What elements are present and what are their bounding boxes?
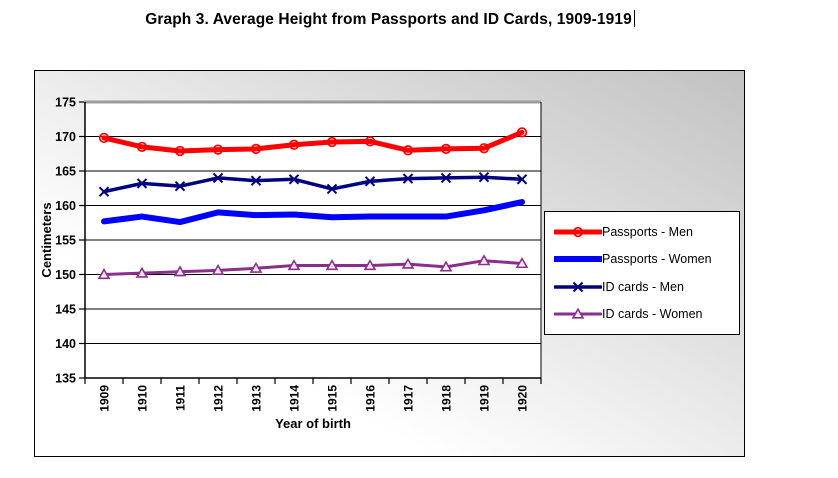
legend-item-passports-women[interactable]: Passports - Women bbox=[554, 251, 739, 267]
series-line-id-cards-women bbox=[102, 259, 524, 276]
circle-marker bbox=[136, 141, 148, 152]
circle-marker bbox=[402, 145, 414, 156]
triangle-marker bbox=[97, 268, 111, 280]
y-axis-title: Centimeters bbox=[39, 202, 54, 277]
x-marker bbox=[326, 183, 338, 195]
legend-swatch-id-cards-men bbox=[554, 281, 602, 292]
chart-title[interactable]: Graph 3. Average Height from Passports a… bbox=[0, 10, 780, 29]
triangle-marker bbox=[515, 257, 529, 269]
triangle-marker bbox=[249, 261, 263, 273]
circle-marker bbox=[326, 136, 338, 148]
triangle-marker bbox=[173, 265, 187, 277]
y-tick-label: 175 bbox=[55, 96, 76, 110]
triangle-marker bbox=[135, 266, 149, 278]
x-tick-label: 1917 bbox=[402, 385, 416, 412]
legend-label: Passports - Men bbox=[602, 224, 694, 239]
legend-swatch-passports-women bbox=[554, 256, 602, 263]
circle-marker bbox=[98, 132, 110, 144]
x-tick-label: 1913 bbox=[250, 385, 264, 412]
circle-marker bbox=[288, 139, 300, 150]
x-tick-label: 1909 bbox=[98, 385, 112, 412]
x-marker bbox=[440, 172, 452, 184]
series-passports-men bbox=[98, 127, 528, 157]
circle-marker bbox=[364, 136, 376, 147]
series-line-id-cards-men bbox=[102, 175, 524, 194]
x-tick-label: 1911 bbox=[174, 385, 188, 411]
y-tick-label: 165 bbox=[55, 165, 76, 179]
x-marker bbox=[212, 172, 224, 184]
x-marker bbox=[288, 174, 300, 185]
x-marker bbox=[402, 173, 414, 184]
y-tick-label: 135 bbox=[55, 372, 76, 386]
circle-marker bbox=[440, 143, 452, 155]
series-id-cards-men bbox=[98, 172, 528, 197]
x-tick-label: 1912 bbox=[212, 385, 226, 412]
circle-marker bbox=[516, 127, 528, 138]
series-id-cards-women bbox=[97, 254, 529, 280]
legend-item-passports-men[interactable]: Passports - Men bbox=[554, 224, 739, 240]
chart-title-text: Graph 3. Average Height from Passports a… bbox=[145, 11, 632, 28]
x-tick-label: 1910 bbox=[136, 385, 150, 412]
circle-marker bbox=[572, 226, 584, 237]
x-marker bbox=[572, 281, 584, 292]
chart-object[interactable]: 135 140 145 150 155 160 165 170 175 1909 1910 1911 1… bbox=[34, 70, 745, 457]
triangle-marker bbox=[363, 259, 377, 271]
triangle-marker bbox=[325, 259, 339, 271]
y-tick-label: 145 bbox=[55, 303, 76, 317]
x-tick-label: 1919 bbox=[478, 385, 492, 412]
legend-box[interactable]: Passports - Men Passports - Women ID cards… bbox=[544, 211, 740, 335]
circle-marker bbox=[478, 143, 490, 154]
legend-swatch-passports-men bbox=[554, 226, 602, 237]
x-tick-label: 1915 bbox=[326, 385, 340, 412]
circle-marker bbox=[174, 145, 186, 157]
circle-marker bbox=[250, 143, 262, 155]
y-tick-label: 155 bbox=[55, 234, 76, 248]
legend-item-id-cards-men[interactable]: ID cards - Men bbox=[554, 279, 739, 295]
triangle-marker bbox=[439, 260, 453, 272]
x-marker bbox=[98, 186, 110, 197]
x-marker bbox=[250, 175, 262, 186]
x-marker bbox=[364, 176, 376, 187]
y-tick-label: 170 bbox=[55, 130, 76, 144]
plot-area: 135 140 145 150 155 160 165 170 175 1909 1910 1911 1… bbox=[39, 96, 542, 431]
legend-label: Passports - Women bbox=[602, 252, 712, 267]
y-tick-label: 150 bbox=[55, 268, 76, 282]
series-passports-women bbox=[101, 199, 525, 226]
x-tick-label: 1916 bbox=[364, 385, 378, 412]
legend-swatch-id-cards-women bbox=[554, 307, 602, 319]
x-marker bbox=[174, 180, 186, 192]
triangle-marker bbox=[571, 307, 585, 319]
x-marker bbox=[478, 172, 490, 183]
x-marker bbox=[516, 174, 528, 185]
legend-label: ID cards - Women bbox=[602, 307, 703, 322]
x-tick-label: 1914 bbox=[288, 385, 302, 412]
text-cursor bbox=[633, 10, 635, 27]
series-line-passports-women bbox=[101, 199, 525, 226]
triangle-marker bbox=[477, 254, 491, 266]
legend-item-id-cards-women[interactable]: ID cards - Women bbox=[554, 306, 739, 322]
x-tick-label: 1918 bbox=[440, 385, 454, 412]
y-tick-label: 160 bbox=[55, 199, 76, 213]
triangle-marker bbox=[211, 263, 225, 275]
circle-marker bbox=[212, 144, 224, 155]
x-axis-title: Year of birth bbox=[275, 416, 351, 431]
y-tick-label: 140 bbox=[55, 337, 76, 351]
triangle-marker bbox=[401, 257, 415, 269]
series-line-passports-men bbox=[101, 129, 525, 154]
legend-label: ID cards - Men bbox=[602, 279, 684, 294]
x-marker bbox=[136, 178, 148, 189]
x-tick-label: 1920 bbox=[516, 385, 530, 412]
triangle-marker bbox=[287, 259, 301, 271]
